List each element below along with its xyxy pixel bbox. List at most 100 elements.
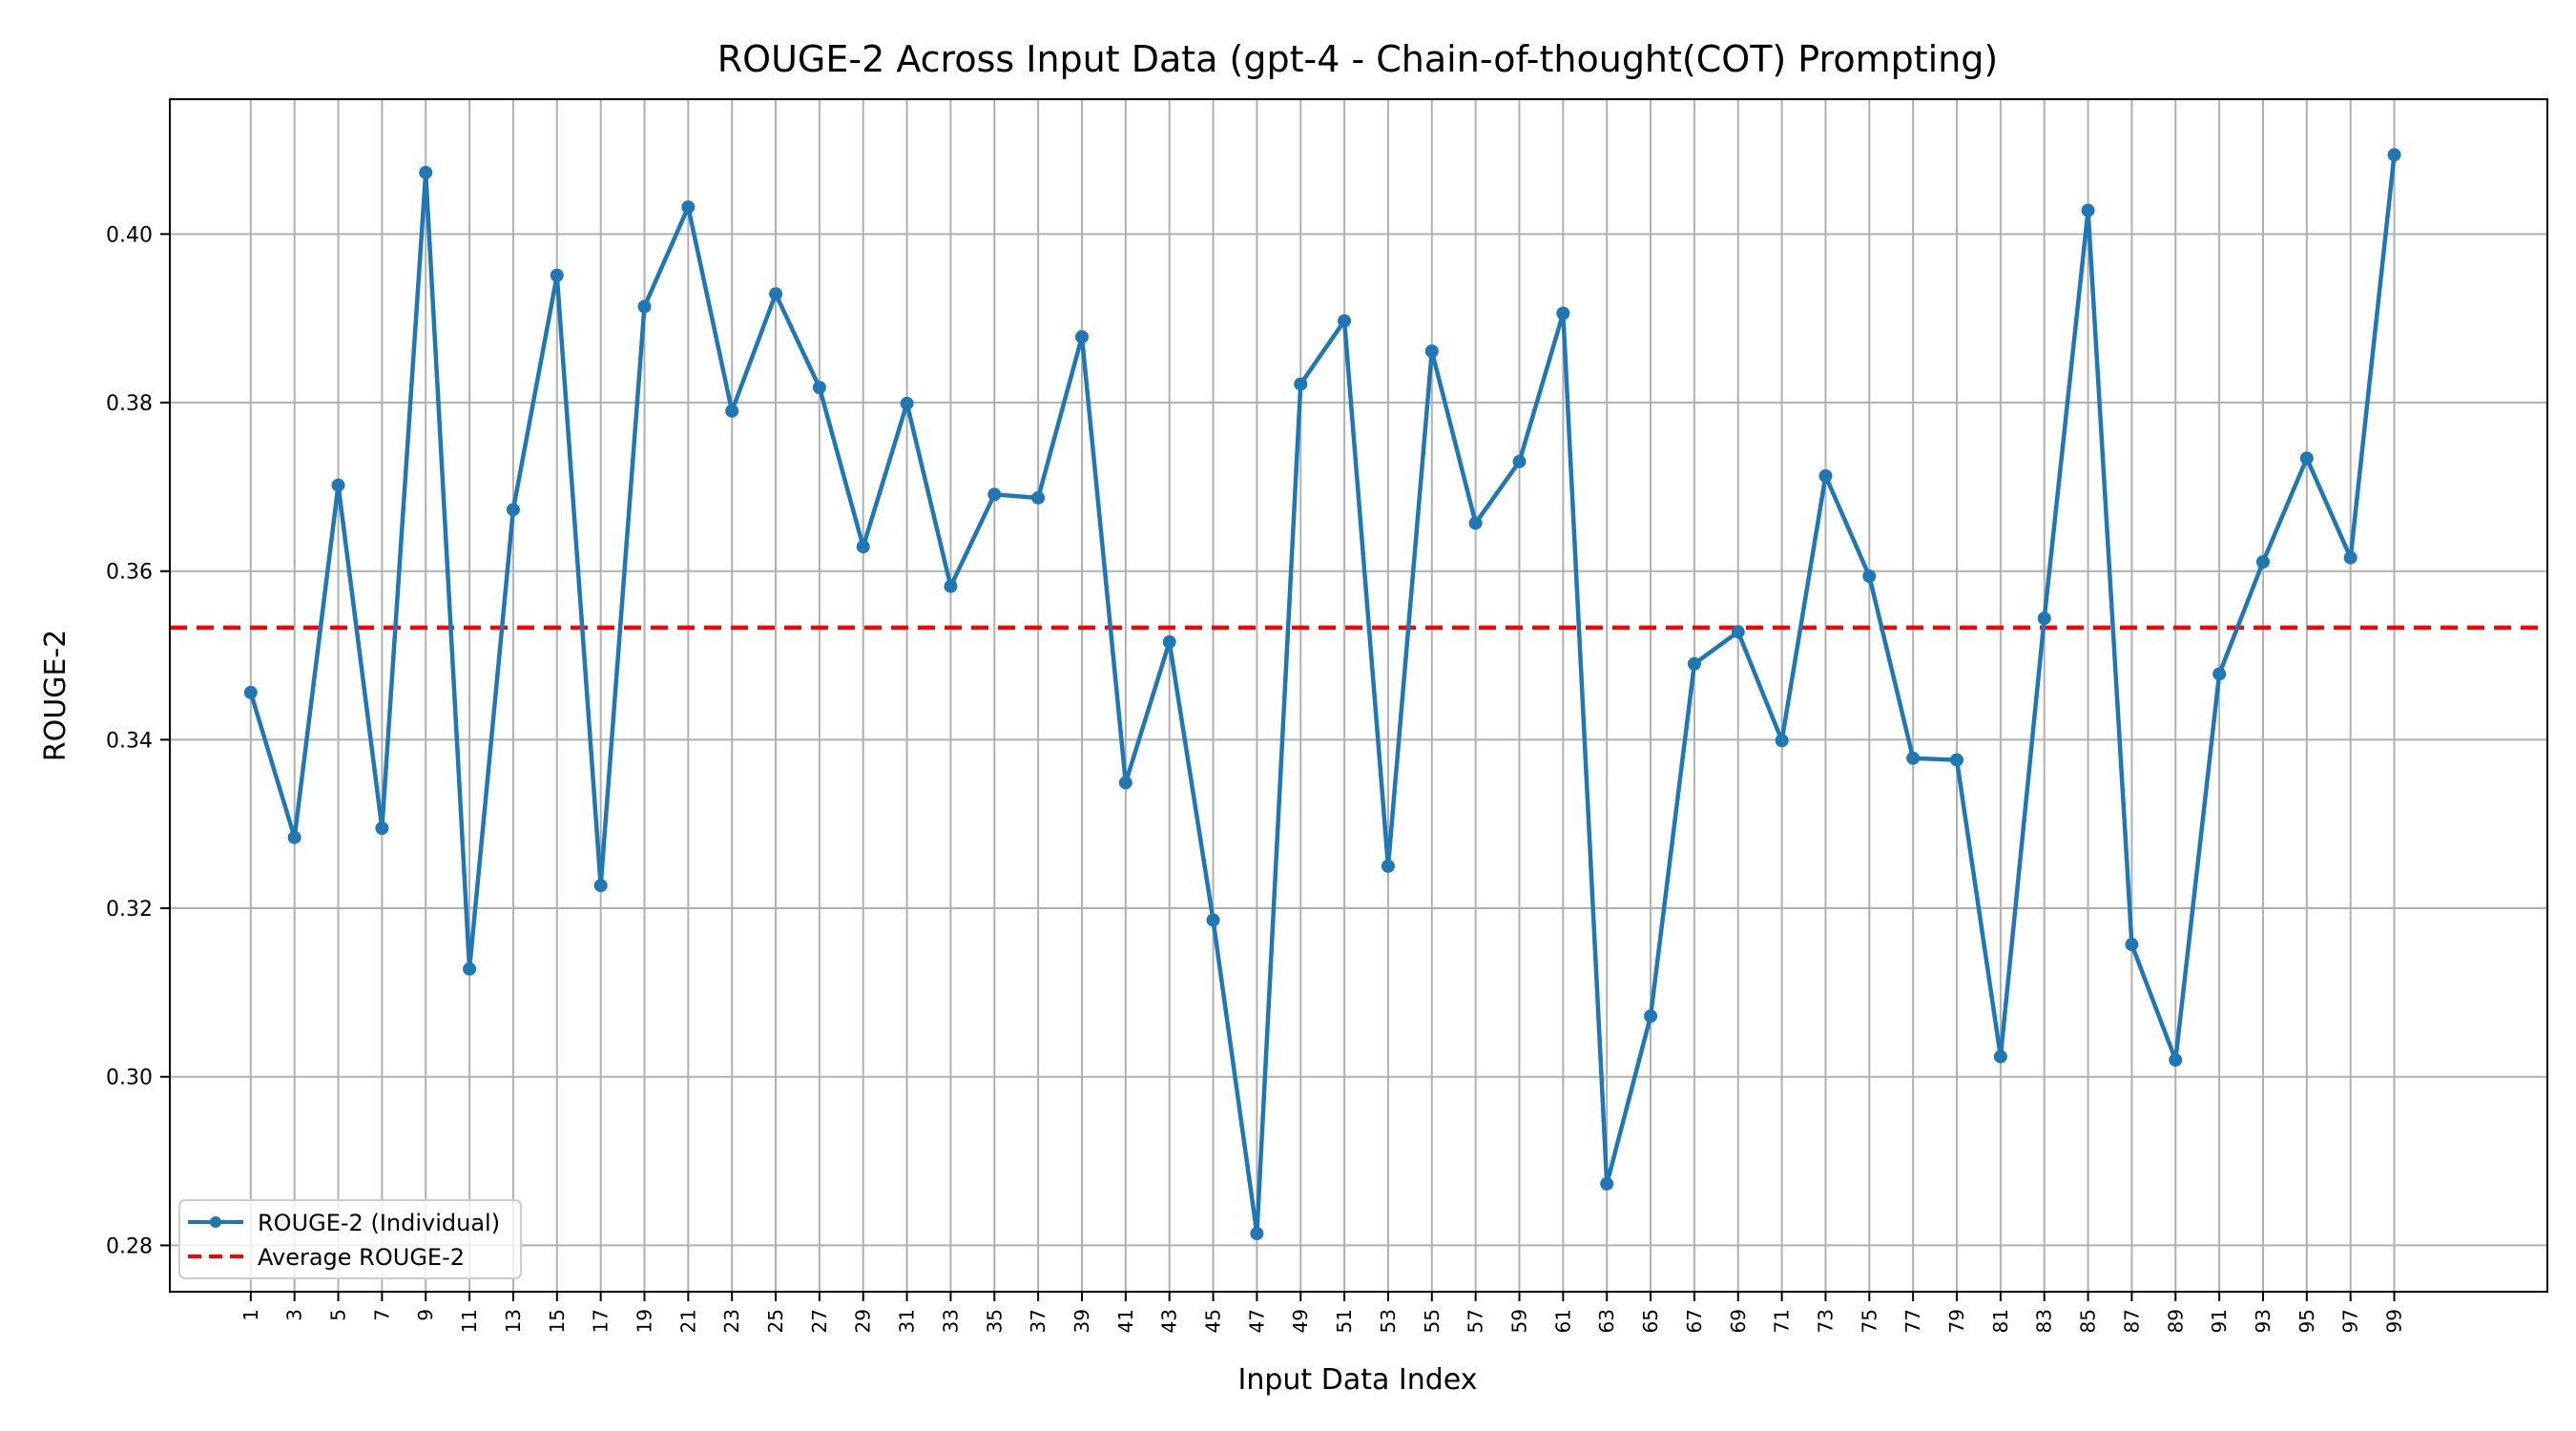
data-point [2081,203,2095,218]
grid-lines [170,99,2547,1292]
data-point [1556,306,1570,321]
x-tick-label: 37 [1027,1309,1049,1333]
x-tick-label: 41 [1114,1309,1137,1333]
x-tick-label: 83 [2033,1309,2056,1333]
data-point [856,540,870,554]
data-point [2212,667,2227,681]
x-tick-label: 77 [1901,1309,1924,1333]
x-tick-label: 1 [239,1309,262,1321]
x-tick-label: 91 [2208,1309,2231,1333]
data-point [812,381,826,395]
data-point [506,503,520,517]
data-point [2343,550,2358,565]
y-tick-label: 0.34 [106,729,153,753]
data-point [900,396,914,410]
x-tick-label: 75 [1858,1309,1880,1333]
legend-box [178,1199,522,1279]
x-tick-label: 81 [1989,1309,2012,1333]
data-point [1862,570,1877,583]
data-point [2037,612,2051,626]
data-point [987,487,1002,502]
y-tick-label: 0.32 [106,898,153,922]
data-point [1818,468,1833,483]
data-point [769,287,783,301]
legend-label-average: Average ROUGE-2 [258,1244,465,1271]
y-tick-label: 0.40 [106,223,153,247]
x-tick-label: 13 [502,1309,525,1333]
series-line-individual [248,155,2397,1236]
data-point [1031,490,1046,505]
data-point [944,579,958,593]
data-point [1512,454,1527,468]
data-point [2125,938,2139,952]
y-axis-label: ROUGE-2 [39,630,73,762]
x-tick-label: 45 [1202,1309,1225,1333]
legend-label-individual: ROUGE-2 (Individual) [258,1210,500,1236]
x-tick-label: 19 [633,1309,655,1333]
legend: ROUGE-2 (Individual) Average ROUGE-2 [178,1199,522,1279]
x-tick-label: 87 [2120,1309,2143,1333]
x-tick-label: 53 [1377,1309,1400,1333]
x-tick-label: 97 [2339,1309,2362,1333]
y-tick-label: 0.38 [106,392,153,416]
x-tick-label: 5 [327,1309,350,1321]
x-tick-label: 59 [1508,1309,1531,1333]
x-tick-label: 63 [1595,1309,1618,1333]
data-point [1600,1176,1614,1191]
x-tick-label: 73 [1814,1309,1837,1333]
x-tick-label: 15 [546,1309,569,1333]
data-point [637,300,652,314]
data-point [1424,344,1439,359]
x-tick-label: 71 [1771,1309,1794,1333]
x-tick-label: 55 [1421,1309,1444,1333]
data-point [375,821,389,836]
data-point [243,685,258,699]
x-axis-label: Input Data Index [1238,1363,1478,1397]
data-point [1074,330,1089,344]
x-tick-label: 65 [1639,1309,1662,1333]
data-point [2387,148,2401,162]
data-point [1118,776,1132,790]
x-tick-label: 69 [1727,1309,1750,1333]
data-point [463,962,477,976]
data-point [1993,1049,2007,1064]
x-tick-label: 85 [2077,1309,2100,1333]
data-point [1468,516,1483,530]
data-point [2169,1053,2183,1068]
data-point [1687,656,1701,671]
data-point [1906,751,1921,765]
x-tick-label: 9 [414,1309,437,1321]
series-layer [243,148,2401,1241]
x-tick-label: 27 [808,1309,831,1333]
x-tick-label: 33 [939,1309,962,1333]
plot-frame [169,98,2548,1293]
x-axis: 1 3 5 7 9 11 13 15 17 19 21 23 25 27 29 31 33 35 37 39 41 43 4… [239,1292,2406,1333]
x-tick-label: 49 [1289,1309,1312,1333]
data-point [1162,634,1176,649]
x-tick-label: 47 [1245,1309,1268,1333]
x-tick-label: 21 [676,1309,699,1333]
x-tick-label: 29 [852,1309,875,1333]
x-tick-label: 3 [283,1309,306,1321]
data-point [725,404,739,418]
x-tick-label: 23 [720,1309,743,1333]
data-point [1775,734,1789,748]
y-tick-label: 0.28 [106,1234,153,1258]
x-tick-label: 7 [370,1309,393,1321]
data-point [681,200,696,215]
chart-title: ROUGE-2 Across Input Data (gpt-4 - Chain… [717,38,1998,80]
x-tick-label: 43 [1158,1309,1181,1333]
y-axis: 0.28 0.30 0.32 0.34 0.36 0.38 0.40 [106,223,170,1258]
x-tick-label: 99 [2383,1309,2406,1333]
data-point [1294,377,1308,391]
data-point [550,268,564,282]
data-point [419,165,433,179]
data-point [1206,913,1220,927]
x-tick-label: 95 [2296,1309,2318,1333]
y-tick-label: 0.30 [106,1067,153,1090]
data-point [2255,554,2270,569]
data-point [331,478,345,492]
data-point [593,879,608,893]
